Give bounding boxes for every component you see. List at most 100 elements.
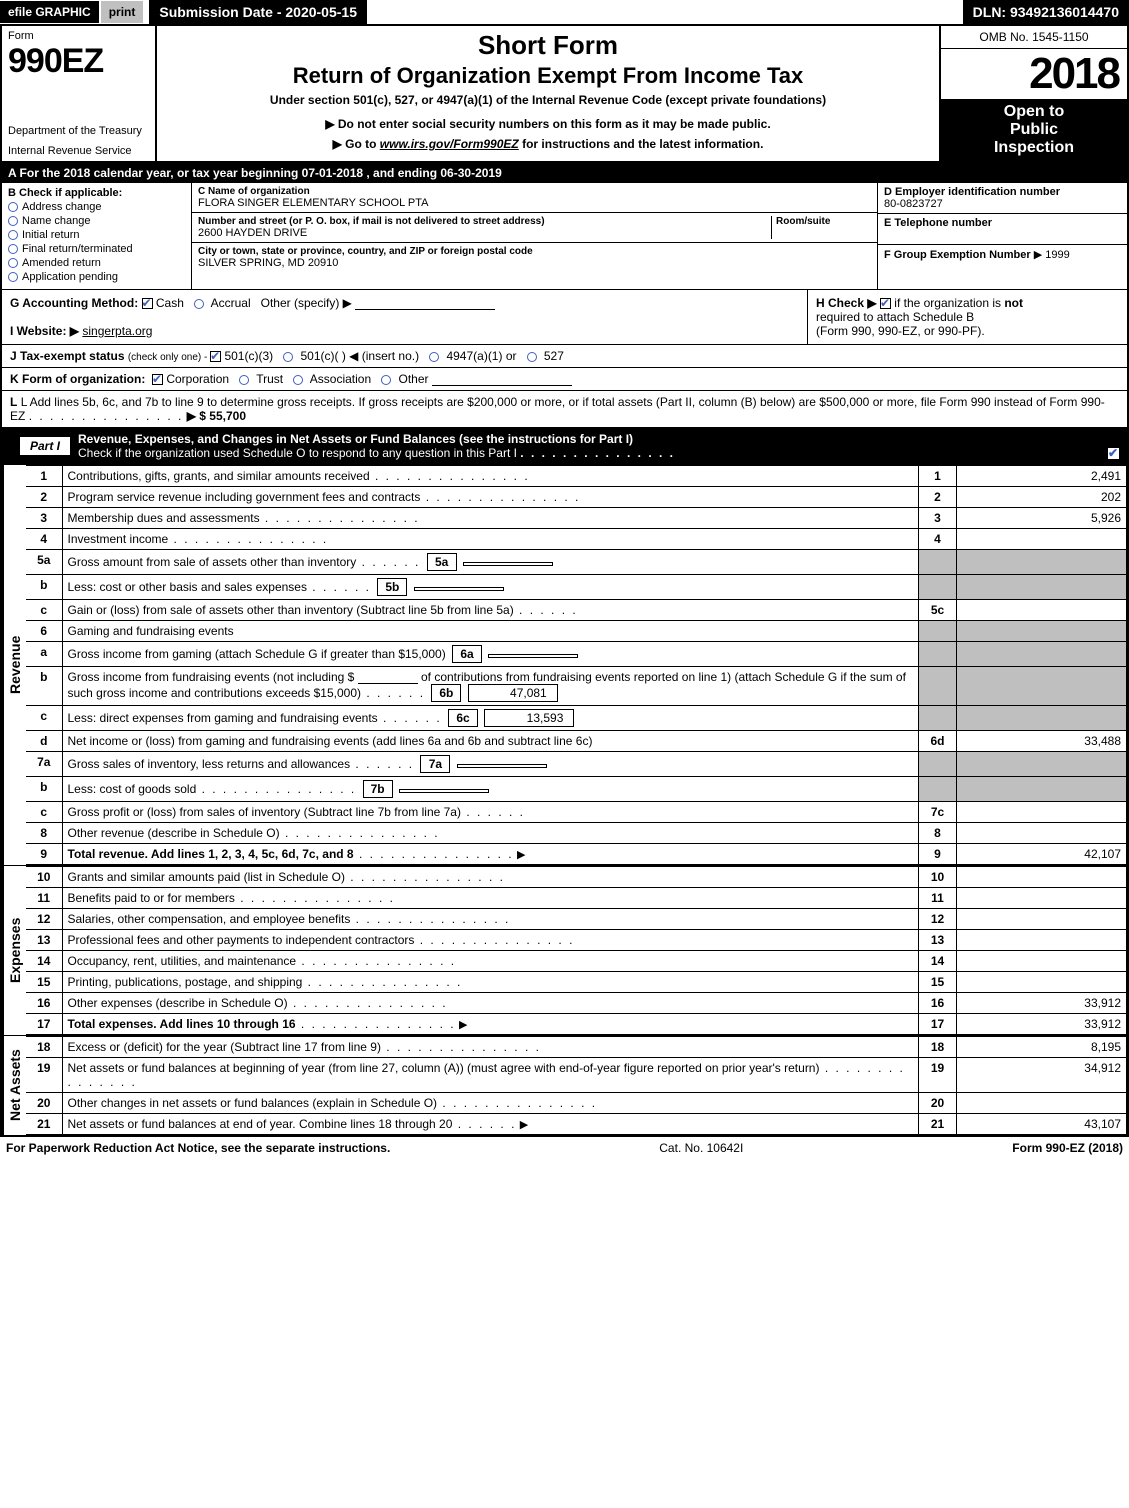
lbl-501c: 501(c)( ) ◀ (insert no.): [301, 349, 420, 363]
f-value: ▶ 1999: [1034, 249, 1070, 261]
ln18-desc: Excess or (deficit) for the year (Subtra…: [68, 1040, 381, 1054]
box-c: C Name of organization FLORA SINGER ELEM…: [192, 183, 877, 289]
ln12-desc: Salaries, other compensation, and employ…: [68, 912, 351, 926]
ln5c-box: 5c: [919, 600, 957, 621]
top-bar: efile GRAPHIC print Submission Date - 20…: [0, 0, 1129, 24]
line-6b: b Gross income from fundraising events (…: [26, 667, 1127, 706]
d-label: D Employer identification number: [884, 186, 1121, 198]
ln18-num: 18: [26, 1037, 62, 1058]
chk-address-change[interactable]: [8, 202, 18, 212]
ln3-num: 3: [26, 508, 62, 529]
chk-application-pending[interactable]: [8, 272, 18, 282]
ln12-num: 12: [26, 909, 62, 930]
ln9-num: 9: [26, 844, 62, 865]
arrow-icon: [459, 1017, 467, 1031]
ln10-val: [957, 867, 1127, 888]
lbl-initial-return: Initial return: [22, 229, 79, 241]
efile-button[interactable]: efile GRAPHIC: [0, 1, 99, 23]
line-2: 2 Program service revenue including gove…: [26, 487, 1127, 508]
ln21-num: 21: [26, 1114, 62, 1135]
chk-final-return[interactable]: [8, 244, 18, 254]
ln9-box: 9: [919, 844, 957, 865]
ein-value: 80-0823727: [884, 198, 1121, 210]
chk-schedule-o[interactable]: [1108, 448, 1119, 459]
org-city: SILVER SPRING, MD 20910: [198, 257, 871, 269]
chk-other-org[interactable]: [381, 375, 391, 385]
ln13-num: 13: [26, 930, 62, 951]
line-18: 18 Excess or (deficit) for the year (Sub…: [26, 1037, 1127, 1058]
side-label-expenses: Expenses: [2, 866, 26, 1035]
ln16-desc: Other expenses (describe in Schedule O): [68, 996, 288, 1010]
ln6c-desc: Less: direct expenses from gaming and fu…: [68, 711, 378, 725]
ln1-box: 1: [919, 466, 957, 487]
goto-link[interactable]: www.irs.gov/Form990EZ: [380, 137, 519, 151]
footer-left: For Paperwork Reduction Act Notice, see …: [6, 1141, 390, 1155]
ln20-box: 20: [919, 1093, 957, 1114]
chk-name-change[interactable]: [8, 216, 18, 226]
org-street: 2600 HAYDEN DRIVE: [198, 227, 771, 239]
ln19-val: 34,912: [957, 1058, 1127, 1093]
ln4-box: 4: [919, 529, 957, 550]
ln6a-box: [919, 642, 957, 667]
chk-corp[interactable]: [152, 374, 163, 385]
ln6b-box: [919, 667, 957, 706]
box-b: B Check if applicable: Address change Na…: [2, 183, 192, 289]
ln15-val: [957, 972, 1127, 993]
website-link[interactable]: singerpta.org: [82, 324, 152, 338]
ln17-box: 17: [919, 1014, 957, 1035]
ln6-num: 6: [26, 621, 62, 642]
chk-501c[interactable]: [283, 352, 293, 362]
chk-initial-return[interactable]: [8, 230, 18, 240]
chk-527[interactable]: [527, 352, 537, 362]
ln5a-ibox: 5a: [427, 553, 457, 571]
lbl-trust: Trust: [256, 372, 283, 386]
submission-date: Submission Date - 2020-05-15: [149, 0, 367, 24]
chk-trust[interactable]: [239, 375, 249, 385]
ln6a-ival: [488, 654, 578, 658]
ln6b-contrib-input[interactable]: [358, 683, 418, 684]
ln17-num: 17: [26, 1014, 62, 1035]
ln7b-num: b: [26, 777, 62, 802]
chk-amended-return[interactable]: [8, 258, 18, 268]
chk-4947[interactable]: [429, 352, 439, 362]
chk-501c3[interactable]: [210, 351, 221, 362]
org-name: FLORA SINGER ELEMENTARY SCHOOL PTA: [198, 197, 871, 209]
h-label: H Check ▶: [816, 296, 877, 310]
print-button[interactable]: print: [101, 1, 144, 23]
ln6b-ival: 47,081: [468, 684, 558, 702]
ln5a-num: 5a: [26, 550, 62, 575]
dept-irs: Internal Revenue Service: [8, 145, 149, 157]
chk-accrual[interactable]: [194, 299, 204, 309]
footer-right: Form 990-EZ (2018): [1012, 1141, 1123, 1155]
ln1-desc: Contributions, gifts, grants, and simila…: [68, 469, 370, 483]
ln2-box: 2: [919, 487, 957, 508]
ln8-desc: Other revenue (describe in Schedule O): [68, 826, 280, 840]
h-text1: if the organization is: [894, 296, 1004, 310]
inspection-3: Inspection: [943, 139, 1125, 157]
other-specify-input[interactable]: [355, 309, 495, 310]
line-20: 20 Other changes in net assets or fund b…: [26, 1093, 1127, 1114]
line-6d: d Net income or (loss) from gaming and f…: [26, 731, 1127, 752]
line-15: 15 Printing, publications, postage, and …: [26, 972, 1127, 993]
line-6a: a Gross income from gaming (attach Sched…: [26, 642, 1127, 667]
period-row: A For the 2018 calendar year, or tax yea…: [2, 163, 1127, 183]
other-org-input[interactable]: [432, 385, 572, 386]
lbl-corp: Corporation: [166, 372, 229, 386]
ln2-desc: Program service revenue including govern…: [68, 490, 421, 504]
ln3-desc: Membership dues and assessments: [68, 511, 260, 525]
chk-cash[interactable]: [142, 298, 153, 309]
arrow-icon: [520, 1117, 528, 1131]
inspection-2: Public: [943, 121, 1125, 139]
ln14-num: 14: [26, 951, 62, 972]
ln12-val: [957, 909, 1127, 930]
chk-h[interactable]: [880, 298, 891, 309]
ln21-desc: Net assets or fund balances at end of ye…: [68, 1117, 453, 1131]
ln7c-num: c: [26, 802, 62, 823]
ln10-box: 10: [919, 867, 957, 888]
chk-assoc[interactable]: [293, 375, 303, 385]
line-5b: b Less: cost or other basis and sales ex…: [26, 575, 1127, 600]
e-label: E Telephone number: [884, 217, 1121, 229]
ln6d-num: d: [26, 731, 62, 752]
lbl-4947: 4947(a)(1) or: [446, 349, 516, 363]
ln4-val: [957, 529, 1127, 550]
